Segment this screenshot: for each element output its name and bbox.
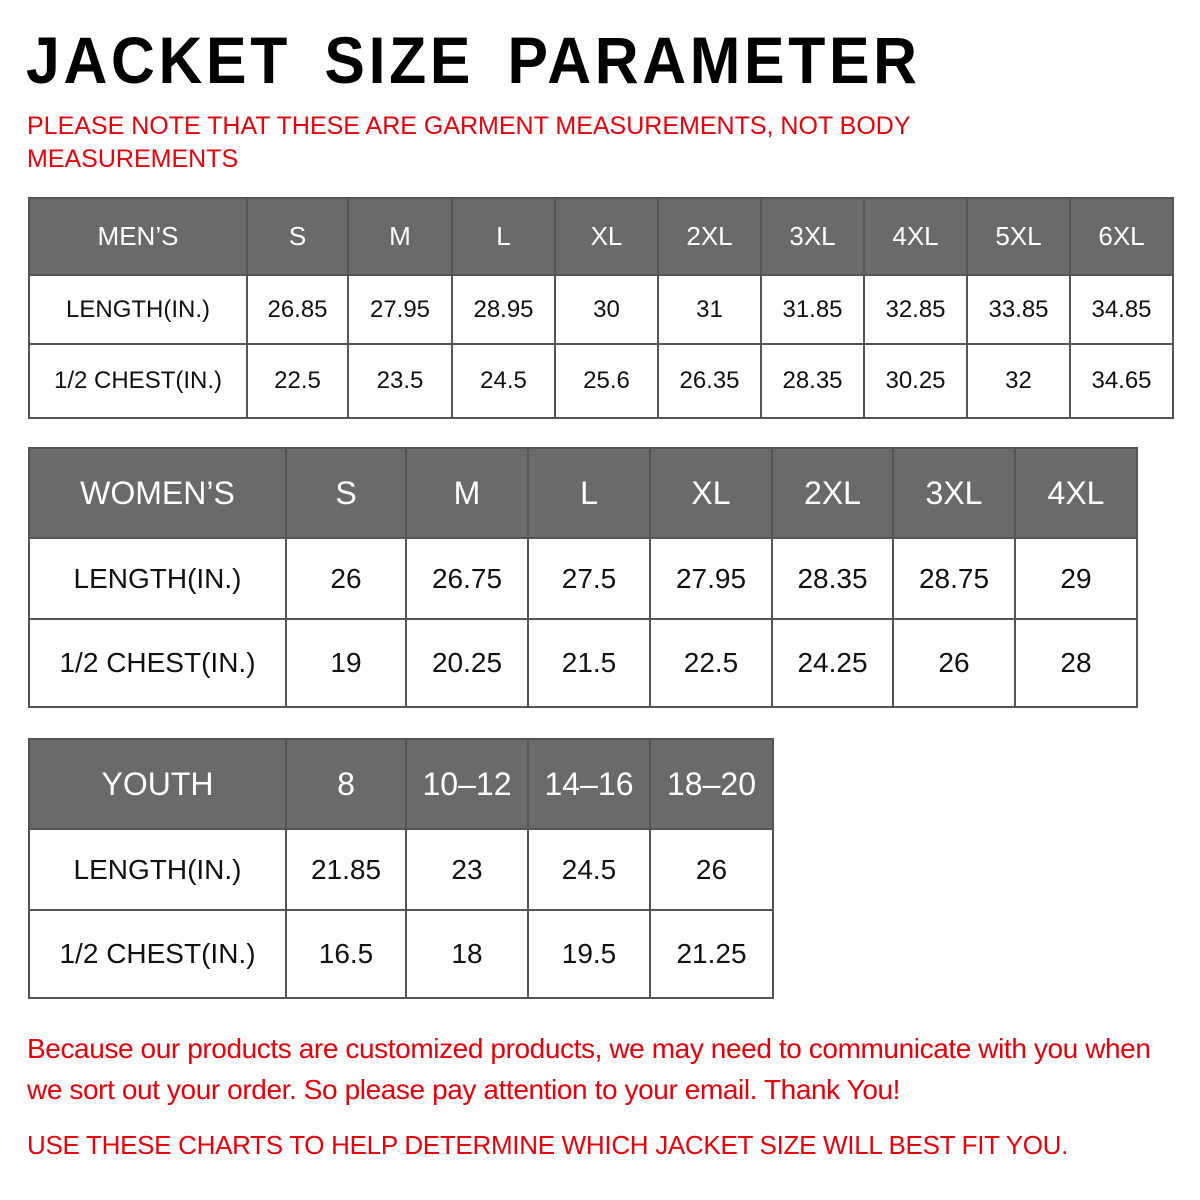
header-cell: M: [347, 197, 453, 276]
cell: 28: [1014, 618, 1138, 708]
cell: 23.5: [347, 343, 453, 419]
header-cell: 8: [285, 738, 407, 830]
cell: 28.95: [451, 274, 556, 345]
header-cell: S: [285, 447, 407, 539]
header-cell: 2XL: [657, 197, 762, 276]
row-label: LENGTH(IN.): [28, 274, 248, 345]
cell: 24.25: [771, 618, 894, 708]
table-row: LENGTH(IN.) 21.85 23 24.5 26: [28, 828, 774, 911]
header-cell: WOMEN’S: [28, 447, 287, 539]
cell: 27.95: [347, 274, 453, 345]
header-cell: 10–12: [405, 738, 529, 830]
cell: 23: [405, 828, 529, 911]
header-cell: S: [246, 197, 349, 276]
cell: 26: [892, 618, 1016, 708]
header-cell: L: [451, 197, 556, 276]
cell: 28.35: [771, 537, 894, 620]
header-cell: 3XL: [760, 197, 865, 276]
cell: 25.6: [554, 343, 659, 419]
customization-message: Because our products are customized prod…: [27, 1033, 1151, 1105]
cell: 28.75: [892, 537, 1016, 620]
cell: 28.35: [760, 343, 865, 419]
table-header-row: MEN’S S M L XL 2XL 3XL 4XL 5XL 6XL: [28, 197, 1174, 276]
mens-size-table: MEN’S S M L XL 2XL 3XL 4XL 5XL 6XL LENGT…: [28, 197, 1174, 419]
sizing-advice: USE THESE CHARTS TO HELP DETERMINE WHICH…: [27, 1130, 1069, 1160]
cell: 32.85: [863, 274, 968, 345]
header-cell: 3XL: [892, 447, 1016, 539]
header-cell: MEN’S: [28, 197, 248, 276]
cell: 34.65: [1069, 343, 1174, 419]
cell: 26: [649, 828, 774, 911]
header-cell: YOUTH: [28, 738, 287, 830]
header-cell: 4XL: [1014, 447, 1138, 539]
table-header-row: WOMEN’S S M L XL 2XL 3XL 4XL: [28, 447, 1138, 539]
header-cell: XL: [649, 447, 773, 539]
header-cell: 4XL: [863, 197, 968, 276]
youth-size-table: YOUTH 8 10–12 14–16 18–20 LENGTH(IN.) 21…: [28, 738, 774, 999]
header-cell: L: [527, 447, 651, 539]
header-cell: 18–20: [649, 738, 774, 830]
table-header-row: YOUTH 8 10–12 14–16 18–20: [28, 738, 774, 830]
cell: 30.25: [863, 343, 968, 419]
row-label: LENGTH(IN.): [28, 828, 287, 911]
cell: 31.85: [760, 274, 865, 345]
table-row: 1/2 CHEST(IN.) 22.5 23.5 24.5 25.6 26.35…: [28, 343, 1174, 419]
header-cell: 5XL: [966, 197, 1071, 276]
table-row: LENGTH(IN.) 26 26.75 27.5 27.95 28.35 28…: [28, 537, 1138, 620]
row-label: 1/2 CHEST(IN.): [28, 343, 248, 419]
cell: 21.25: [649, 909, 774, 999]
cell: 30: [554, 274, 659, 345]
table-row: 1/2 CHEST(IN.) 16.5 18 19.5 21.25: [28, 909, 774, 999]
page-title: JACKET SIZE PARAMETER: [26, 23, 921, 97]
cell: 33.85: [966, 274, 1071, 345]
cell: 27.5: [527, 537, 651, 620]
cell: 29: [1014, 537, 1138, 620]
cell: 22.5: [649, 618, 773, 708]
table-row: LENGTH(IN.) 26.85 27.95 28.95 30 31 31.8…: [28, 274, 1174, 345]
cell: 31: [657, 274, 762, 345]
measurement-note: PLEASE NOTE THAT THESE ARE GARMENT MEASU…: [27, 112, 911, 173]
womens-size-table: WOMEN’S S M L XL 2XL 3XL 4XL LENGTH(IN.)…: [28, 447, 1138, 708]
header-cell: M: [405, 447, 529, 539]
cell: 32: [966, 343, 1071, 419]
cell: 26.35: [657, 343, 762, 419]
cell: 26.85: [246, 274, 349, 345]
cell: 18: [405, 909, 529, 999]
cell: 34.85: [1069, 274, 1174, 345]
cell: 26: [285, 537, 407, 620]
cell: 21.85: [285, 828, 407, 911]
cell: 24.5: [451, 343, 556, 419]
cell: 24.5: [527, 828, 651, 911]
cell: 22.5: [246, 343, 349, 419]
cell: 19.5: [527, 909, 651, 999]
cell: 21.5: [527, 618, 651, 708]
header-cell: 14–16: [527, 738, 651, 830]
cell: 20.25: [405, 618, 529, 708]
cell: 26.75: [405, 537, 529, 620]
row-label: 1/2 CHEST(IN.): [28, 909, 287, 999]
table-row: 1/2 CHEST(IN.) 19 20.25 21.5 22.5 24.25 …: [28, 618, 1138, 708]
cell: 16.5: [285, 909, 407, 999]
row-label: LENGTH(IN.): [28, 537, 287, 620]
cell: 27.95: [649, 537, 773, 620]
header-cell: 2XL: [771, 447, 894, 539]
header-cell: XL: [554, 197, 659, 276]
header-cell: 6XL: [1069, 197, 1174, 276]
cell: 19: [285, 618, 407, 708]
row-label: 1/2 CHEST(IN.): [28, 618, 287, 708]
